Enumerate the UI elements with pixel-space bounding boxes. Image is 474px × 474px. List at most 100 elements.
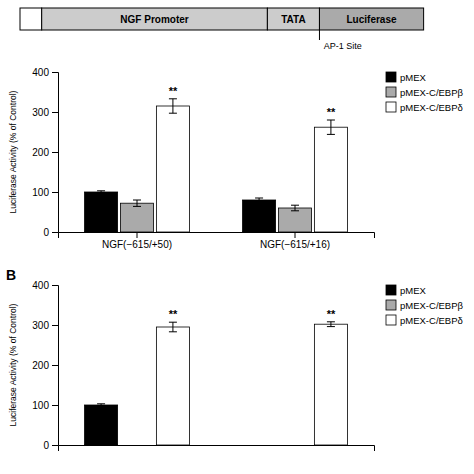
y-tick-label: 300	[32, 320, 49, 331]
legend: pMEX pMEX-C/EBPβ pMEX-C/EBPδ	[386, 72, 464, 113]
error-bar-cap	[291, 210, 299, 211]
x-tick-mark	[137, 232, 138, 238]
legend-item: pMEX	[386, 285, 427, 296]
y-tick: 100	[32, 400, 58, 411]
y-tick-label: 400	[32, 67, 49, 78]
y-tick: 0	[43, 227, 58, 238]
y-tick-mark	[52, 325, 58, 326]
legend-item: pMEX-C/EBPβ	[386, 300, 464, 311]
significance-label: **	[169, 85, 178, 97]
series	[120, 200, 311, 232]
error-bar	[169, 322, 177, 332]
legend-item: pMEX-C/EBPβ	[386, 87, 464, 98]
y-tick: 200	[32, 360, 58, 371]
legend-label: pMEX	[400, 72, 427, 83]
series	[85, 404, 118, 445]
error-bar-cap	[327, 321, 335, 322]
error-bar-cap	[169, 322, 177, 323]
error-bar-cap	[255, 202, 263, 203]
y-tick-label: 100	[32, 187, 49, 198]
legend-swatch	[386, 315, 396, 325]
error-bar-cap	[97, 193, 105, 194]
error-bar-cap	[327, 134, 335, 135]
y-tick-mark	[52, 445, 58, 446]
y-tick: 0	[43, 440, 58, 451]
bar	[314, 324, 347, 445]
schematic: NGF Promoter TATA Luciferase AP-1 Site	[20, 8, 424, 51]
error-bar	[291, 205, 299, 211]
series	[156, 99, 347, 232]
error-bar-stem	[295, 205, 296, 211]
legend-item: pMEX	[386, 72, 427, 83]
legend-label: pMEX	[400, 285, 427, 296]
y-tick-mark	[52, 365, 58, 366]
error-bar-cap	[291, 205, 299, 206]
error-bar-cap	[97, 406, 105, 407]
x-axis-line	[59, 233, 375, 239]
legend-swatch	[386, 285, 396, 295]
bar	[156, 106, 189, 232]
y-tick-mark	[52, 192, 58, 193]
error-bar	[327, 120, 335, 134]
error-bar-stem	[172, 322, 173, 332]
y-tick: 300	[32, 107, 58, 118]
significance-label: **	[169, 308, 178, 320]
error-bar-cap	[327, 120, 335, 121]
schematic-box	[319, 8, 423, 30]
error-bar	[133, 200, 141, 206]
error-bar-cap	[133, 200, 141, 201]
x-axis	[59, 446, 375, 452]
x-tick: NGF(−615/+50)	[102, 232, 172, 250]
y-axis-title: Luciferase Activity (% of Control)	[8, 90, 18, 213]
legend-label: pMEX-C/EBPβ	[400, 300, 464, 311]
legend-label: pMEX-C/EBPβ	[400, 87, 464, 98]
schematic-label: NGF Promoter	[120, 14, 188, 25]
schematic-box	[42, 8, 268, 30]
legend-item: pMEX-C/EBPδ	[386, 102, 463, 113]
schematic-box	[20, 8, 42, 30]
y-tick-label: 100	[32, 400, 49, 411]
y-tick-mark	[52, 72, 58, 73]
schematic-label: TATA	[281, 14, 305, 25]
y-tick-mark	[52, 232, 58, 233]
x-tick: NGF(−615/+16)	[260, 232, 330, 250]
error-bar-stem	[330, 322, 331, 327]
y-tick-mark	[52, 152, 58, 153]
y-tick-label: 0	[43, 227, 49, 238]
error-bar-cap	[169, 331, 177, 332]
y-tick-label: 300	[32, 107, 49, 118]
error-bar-cap	[169, 113, 177, 114]
error-bar	[97, 191, 105, 193]
panel: 0100200300400Luciferase Activity (% of C…	[8, 280, 464, 451]
y-tick: 100	[32, 187, 58, 198]
bar	[156, 327, 189, 445]
legend-label: pMEX-C/EBPδ	[400, 315, 463, 326]
legend-item: pMEX-C/EBPδ	[386, 315, 463, 326]
y-tick-mark	[52, 405, 58, 406]
error-bar	[327, 322, 335, 327]
significance-label: **	[327, 106, 336, 118]
schematic-label: Luciferase	[347, 14, 397, 25]
y-tick-label: 200	[32, 147, 49, 158]
y-axis-title: Luciferase Activity (% of Control)	[8, 303, 18, 426]
error-bar-stem	[330, 120, 331, 134]
panel: 0 100 200 300 400 NGF(−615/+50) NGF(−615/+16) L…	[8, 67, 464, 250]
site-label: AP-1 Site	[324, 41, 362, 51]
error-bar-stem	[172, 99, 173, 113]
error-bar-stem	[137, 200, 138, 206]
y-axis-line	[52, 73, 59, 233]
error-bar-cap	[169, 98, 177, 99]
y-axis-line	[52, 286, 59, 446]
figure: NGF Promoter TATA Luciferase AP-1 Site 0 100 2…	[0, 0, 474, 474]
legend-swatch	[386, 87, 396, 97]
x-axis-line	[59, 446, 375, 452]
x-tick-label: NGF(−615/+50)	[102, 239, 172, 250]
bar	[120, 203, 153, 232]
y-tick: 300	[32, 320, 58, 331]
schematic-box	[267, 8, 319, 30]
y-tick-label: 0	[43, 440, 49, 451]
legend-swatch	[386, 102, 396, 112]
error-bar-cap	[255, 198, 263, 199]
error-bar-cap	[97, 190, 105, 191]
y-tick-label: 200	[32, 360, 49, 371]
